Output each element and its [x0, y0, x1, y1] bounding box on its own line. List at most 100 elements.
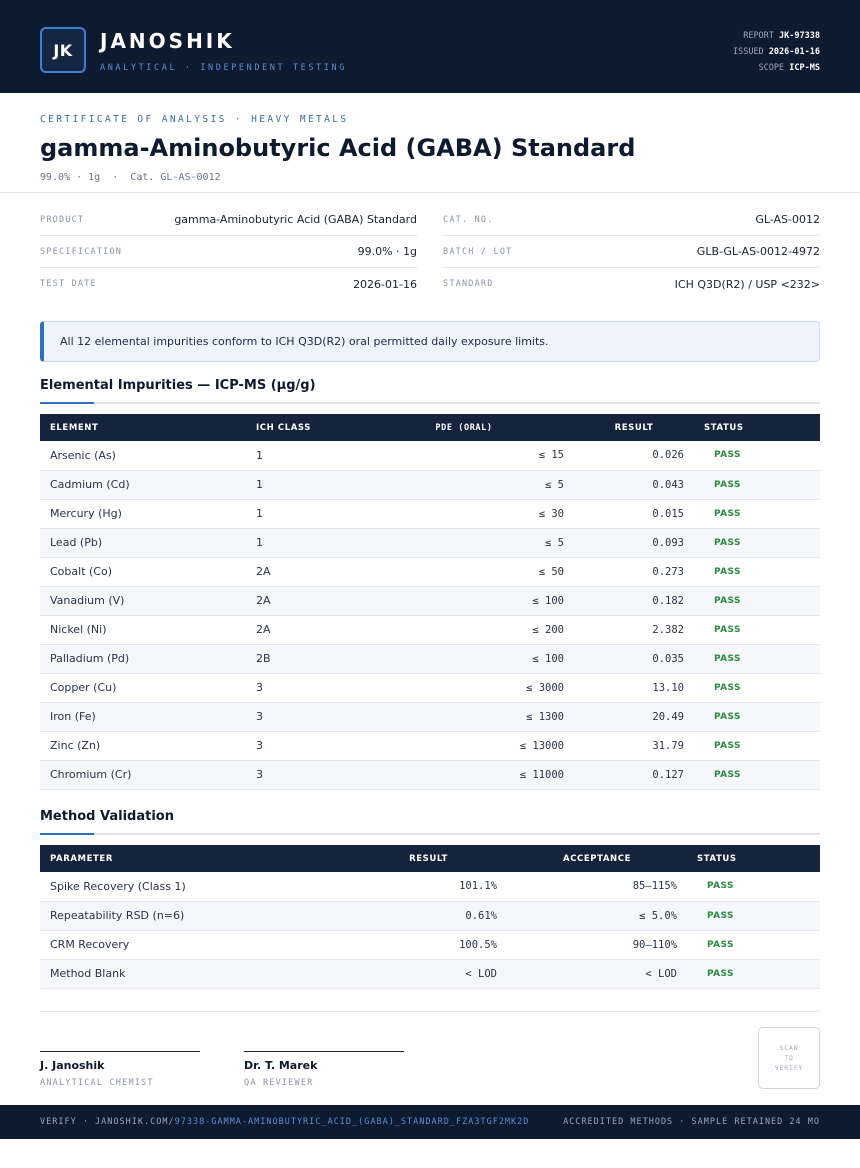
- conformance-notice: All 12 elemental impurities conform to I…: [40, 321, 820, 362]
- class-cell: 3: [246, 760, 354, 790]
- col-parameter: PARAMETER: [40, 845, 350, 872]
- col-pde: PDE (ORAL): [354, 414, 574, 441]
- scope: SCOPE ICP-MS: [758, 63, 820, 73]
- section-rule: [40, 833, 820, 835]
- table-row: CRM Recovery 100.5% 90–110% PASS: [40, 930, 820, 960]
- status-cell: PASS: [694, 528, 820, 558]
- info-label: PRODUCT: [40, 214, 85, 225]
- pde-cell: ≤ 13000: [354, 731, 574, 761]
- acceptance-cell: ≤ 5.0%: [507, 901, 687, 931]
- info-label: TEST DATE: [40, 279, 97, 289]
- signatory-role: QA REVIEWER: [244, 1078, 314, 1088]
- divider: [40, 1011, 820, 1012]
- info-value: GLB-GL-AS-0012-4972: [696, 245, 820, 258]
- info-row-batch: BATCH / LOT GLB-GL-AS-0012-4972: [443, 236, 820, 268]
- result-cell: 100.5%: [350, 930, 507, 960]
- status-cell: PASS: [694, 499, 820, 529]
- table-row: Palladium (Pd) 2B ≤ 100 0.035 PASS: [40, 644, 820, 674]
- class-cell: 3: [246, 731, 354, 761]
- pde-cell: ≤ 3000: [354, 673, 574, 703]
- signatory-name: Dr. T. Marek: [244, 1059, 318, 1072]
- element-cell: Vanadium (V): [40, 586, 246, 616]
- result-cell: 31.79: [574, 731, 694, 761]
- info-label: STANDARD: [443, 279, 494, 289]
- status-cell: PASS: [687, 872, 820, 902]
- status-cell: PASS: [694, 470, 820, 500]
- parameter-cell: CRM Recovery: [40, 930, 350, 960]
- pde-cell: ≤ 50: [354, 557, 574, 587]
- status-cell: PASS: [694, 731, 820, 761]
- class-cell: 3: [246, 673, 354, 703]
- signatory-name: J. Janoshik: [40, 1059, 105, 1072]
- col-status: STATUS: [687, 845, 820, 872]
- report-footer: VERIFY · JANOSHIK.COM/97338-GAMMA-AMINOB…: [0, 1105, 860, 1139]
- result-cell: 0.127: [574, 760, 694, 790]
- element-cell: Nickel (Ni): [40, 615, 246, 645]
- result-cell: 0.61%: [350, 901, 507, 931]
- report-header: JK JANOSHIK ANALYTICAL · INDEPENDENT TES…: [0, 0, 860, 93]
- parameter-cell: Method Blank: [40, 959, 350, 989]
- impurities-table: ELEMENT ICH CLASS PDE (ORAL) RESULT STAT…: [40, 414, 820, 790]
- status-cell: PASS: [687, 901, 820, 931]
- result-cell: 20.49: [574, 702, 694, 732]
- acceptance-cell: < LOD: [507, 959, 687, 989]
- impurities-title: Elemental Impurities — ICP-MS (µg/g): [40, 378, 316, 393]
- info-value: 2026-01-16: [353, 277, 417, 291]
- table-row: Chromium (Cr) 3 ≤ 11000 0.127 PASS: [40, 760, 820, 790]
- col-acceptance: ACCEPTANCE: [507, 845, 687, 872]
- info-right: CAT. NO. GL-AS-0012 BATCH / LOT GLB-GL-A…: [443, 204, 820, 300]
- class-cell: 2A: [246, 557, 354, 587]
- result-cell: < LOD: [350, 959, 507, 989]
- table-row: Arsenic (As) 1 ≤ 15 0.026 PASS: [40, 441, 820, 471]
- status-cell: PASS: [694, 760, 820, 790]
- info-value: ICH Q3D(R2) / USP <232>: [674, 277, 820, 291]
- result-cell: 2.382: [574, 615, 694, 645]
- brand-name: JANOSHIK: [100, 29, 235, 53]
- table-row: Vanadium (V) 2A ≤ 100 0.182 PASS: [40, 586, 820, 616]
- pde-cell: ≤ 11000: [354, 760, 574, 790]
- table-row: Method Blank < LOD < LOD PASS: [40, 959, 820, 989]
- info-label: SPECIFICATION: [40, 246, 123, 257]
- table-header-row: PARAMETER RESULT ACCEPTANCE STATUS: [40, 845, 820, 872]
- info-row-cat-no: CAT. NO. GL-AS-0012: [443, 204, 820, 236]
- footer-note: ACCREDITED METHODS · SAMPLE RETAINED 24 …: [563, 1117, 820, 1127]
- signature-line: [40, 1051, 200, 1052]
- element-cell: Cadmium (Cd): [40, 470, 246, 500]
- pde-cell: ≤ 1300: [354, 702, 574, 732]
- acceptance-cell: 90–110%: [507, 930, 687, 960]
- status-cell: PASS: [687, 930, 820, 960]
- signature-chemist: J. Janoshik ANALYTICAL CHEMIST: [40, 1051, 200, 1088]
- info-row-test-date: TEST DATE 2026-01-16: [40, 268, 417, 300]
- class-cell: 2A: [246, 586, 354, 616]
- element-cell: Iron (Fe): [40, 702, 246, 732]
- report-meta: REPORT JK-97338 ISSUED 2026-01-16 SCOPE …: [733, 28, 820, 76]
- table-row: Nickel (Ni) 2A ≤ 200 2.382 PASS: [40, 615, 820, 645]
- class-cell: 3: [246, 702, 354, 732]
- col-result: RESULT: [574, 414, 694, 441]
- status-cell: PASS: [694, 586, 820, 616]
- col-status: STATUS: [694, 414, 820, 441]
- page-title: gamma-Aminobutyric Acid (GABA) Standard: [40, 134, 636, 162]
- info-label: BATCH / LOT: [443, 246, 513, 257]
- element-cell: Lead (Pb): [40, 528, 246, 558]
- verify-link[interactable]: VERIFY · JANOSHIK.COM/97338-GAMMA-AMINOB…: [40, 1117, 530, 1127]
- result-cell: 101.1%: [350, 872, 507, 902]
- pde-cell: ≤ 100: [354, 586, 574, 616]
- page-subtitle: 99.0% · 1g · Cat. GL-AS-0012: [40, 172, 221, 183]
- parameter-cell: Spike Recovery (Class 1): [40, 872, 350, 902]
- class-cell: 1: [246, 470, 354, 500]
- validation-table: PARAMETER RESULT ACCEPTANCE STATUS Spike…: [40, 845, 820, 989]
- logo: JK: [40, 27, 86, 73]
- status-cell: PASS: [694, 615, 820, 645]
- pde-cell: ≤ 100: [354, 644, 574, 674]
- result-cell: 13.10: [574, 673, 694, 703]
- element-cell: Zinc (Zn): [40, 731, 246, 761]
- result-cell: 0.035: [574, 644, 694, 674]
- col-result: RESULT: [350, 845, 507, 872]
- element-cell: Palladium (Pd): [40, 644, 246, 674]
- validation-title: Method Validation: [40, 809, 174, 824]
- signatory-role: ANALYTICAL CHEMIST: [40, 1078, 154, 1088]
- class-cell: 1: [246, 441, 354, 471]
- verify-qr-placeholder[interactable]: SCAN TO VERIFY: [758, 1027, 820, 1089]
- element-cell: Copper (Cu): [40, 673, 246, 703]
